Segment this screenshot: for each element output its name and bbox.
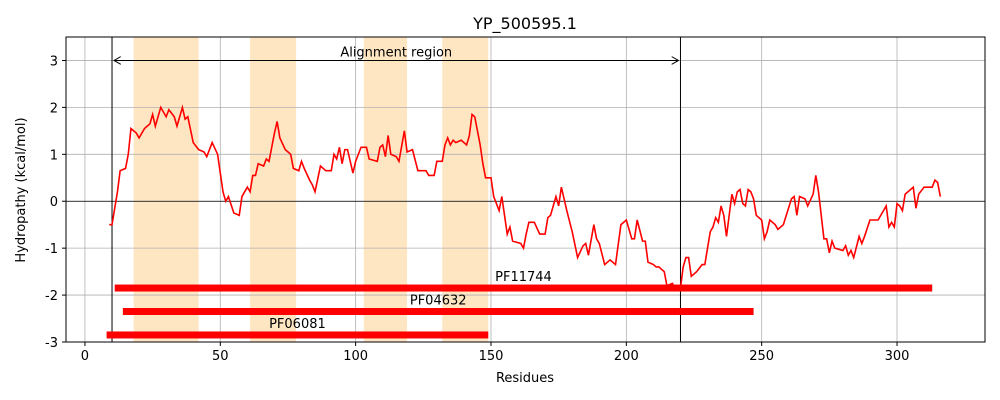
highlight-span [133,37,199,342]
domain-label: PF06081 [269,317,326,332]
x-tick-label: 150 [479,349,504,364]
x-tick-label: 250 [749,349,774,364]
plot-frame [65,36,986,343]
y-axis-label: Hydropathy (kcal/mol) [14,117,29,262]
domain-bar [122,308,754,315]
x-tick-label: 50 [212,349,229,364]
highlight-span [250,37,297,342]
x-tick-label: 0 [81,349,89,364]
hydropathy-line [109,104,942,289]
x-tick-label: 300 [885,349,910,364]
x-axis-label: Residues [496,371,554,386]
plot: 0 50 100 150 200 250 300 -3 -2 -1 0 1 2 3 Alignment re… [45,37,985,364]
x-tick-label: 200 [614,349,639,364]
y-tick-label: 2 [50,101,58,116]
y-tick-label: 0 [50,195,58,210]
domain-bar [114,284,933,292]
y-tick-label: 1 [50,148,58,163]
domain-bar [106,331,489,339]
x-tick-label: 100 [343,349,368,364]
y-tick-label: -2 [45,289,58,304]
plot-background [66,37,985,343]
y-tick-label: 3 [50,54,58,69]
domain-label: PF11744 [495,270,552,285]
highlight-span [363,37,408,342]
y-tick-label: -1 [45,242,58,257]
annotation-label: Alignment region [340,45,452,60]
domain-label: PF04632 [410,294,467,309]
chart-title: YP_500595.1 [472,14,577,34]
y-tick-label: -3 [45,336,58,351]
